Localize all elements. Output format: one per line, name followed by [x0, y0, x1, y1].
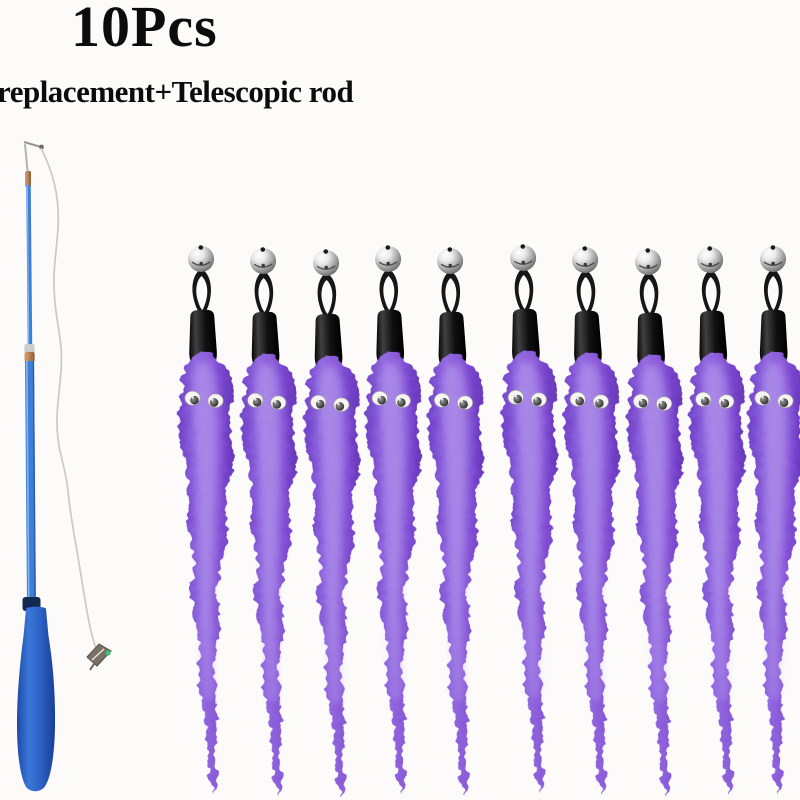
- worm-teaser: [423, 246, 492, 796]
- rod-ferrule-silver: [24, 344, 35, 353]
- rod-main-section: [25, 360, 36, 605]
- worm-teaser: [558, 245, 629, 795]
- string-clip: [86, 643, 112, 671]
- rod-mid-highlight: [26, 184, 30, 349]
- worm-teaser: [175, 245, 242, 795]
- worm-teaser: [496, 243, 567, 793]
- rod-tip-wire: [23, 140, 42, 149]
- rod-main-highlight: [26, 360, 30, 605]
- worm-teaser-row: [175, 243, 800, 798]
- string: [40, 147, 99, 655]
- subtitle-label: replacement+Telescopic rod: [0, 74, 354, 109]
- foam-handle: [17, 606, 56, 792]
- rod-ferrule-top: [25, 171, 31, 187]
- rod-tip-end: [39, 144, 44, 150]
- worm-teaser: [621, 247, 693, 797]
- rod-mid-section: [26, 184, 33, 349]
- worm-teaser: [299, 248, 369, 798]
- rod-top-section: [24, 143, 29, 177]
- worm-teaser: [747, 245, 800, 794]
- rod-ferrule-copper: [24, 352, 35, 362]
- rod-main-shadow-edge: [32, 360, 36, 605]
- worm-teaser: [683, 245, 756, 795]
- quantity-label: 10Pcs: [71, 0, 218, 59]
- worm-teaser: [236, 246, 306, 796]
- telescopic-rod: [17, 140, 112, 792]
- worm-teaser: [361, 245, 429, 795]
